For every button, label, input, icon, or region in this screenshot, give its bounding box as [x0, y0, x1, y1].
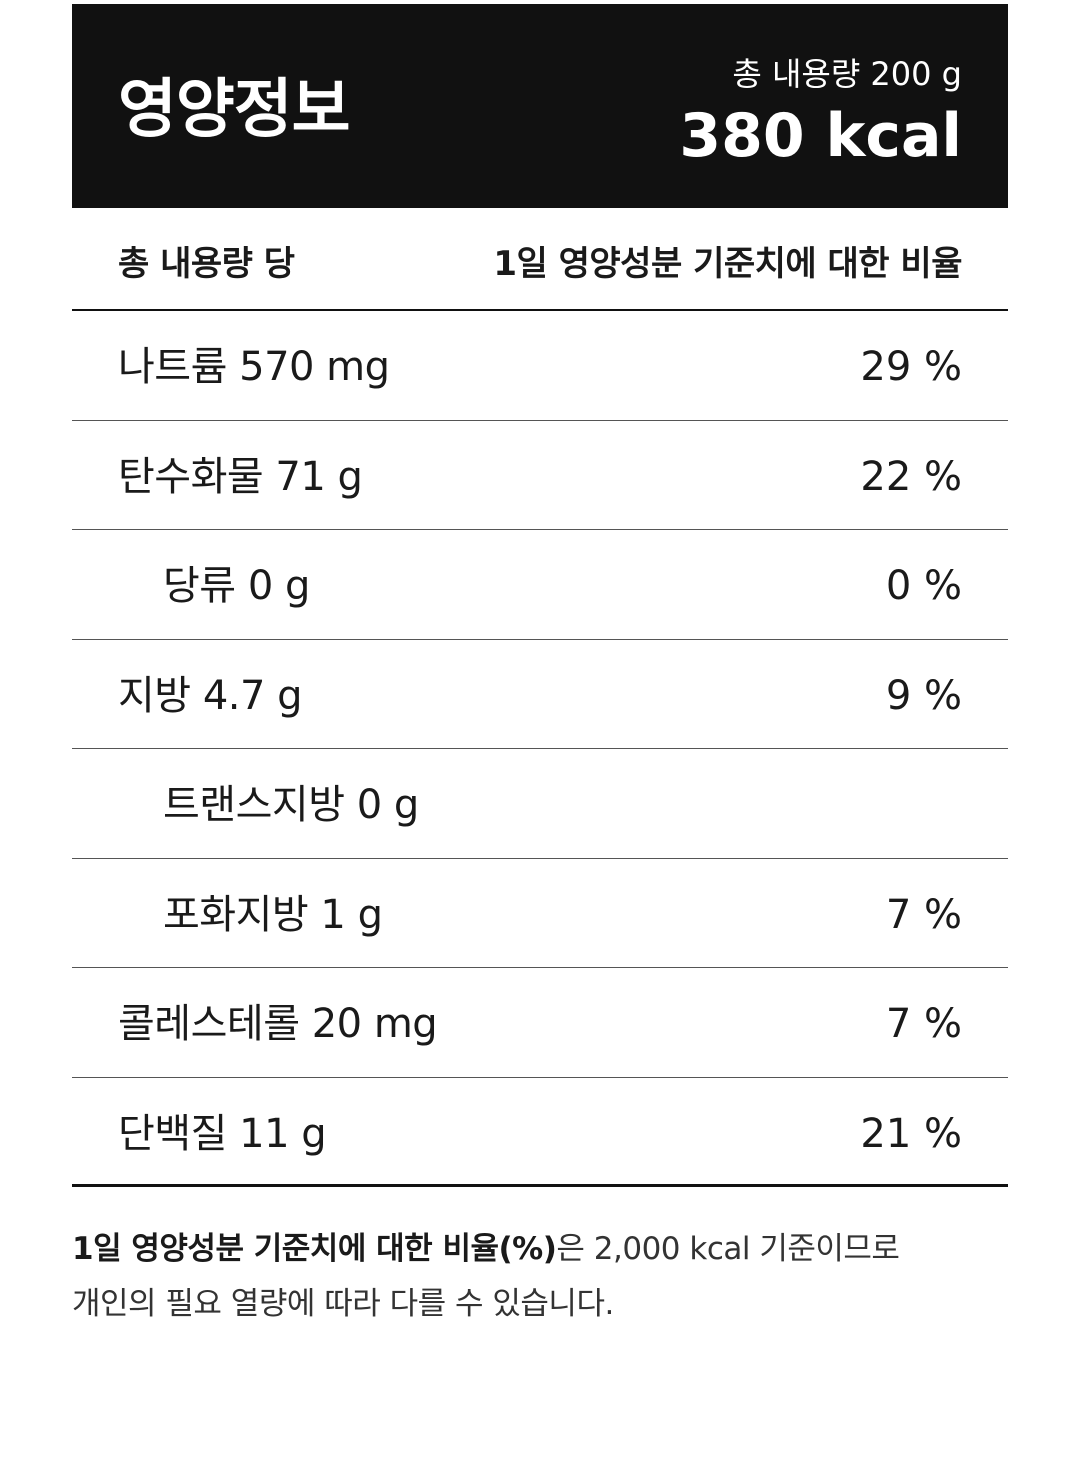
nutrient-name: 포화지방 1 g — [163, 891, 383, 938]
nutrient-percent: 29 % — [860, 344, 962, 390]
nutrient-name: 나트륨 570 mg — [118, 344, 390, 390]
nutrient-percent: 9 % — [885, 672, 962, 719]
nutrient-percent: 22 % — [860, 453, 962, 500]
nutrient-row-carbohydrate: 탄수화물 71 g 22 % — [72, 421, 1008, 530]
nutrition-facts-panel: 영양정보 총 내용량 200 g 380 kcal 총 내용량 당 1일 영양성… — [72, 4, 1008, 1187]
nutrient-percent: 7 % — [885, 1001, 962, 1047]
nutrient-name: 단백질 11 g — [118, 1110, 327, 1157]
nutrition-title: 영양정보 — [118, 73, 351, 147]
nutrient-name: 트랜스지방 0 g — [163, 782, 419, 828]
daily-value-label: 1일 영양성분 기준치에 대한 비율 — [493, 244, 962, 284]
nutrition-header: 영양정보 총 내용량 200 g 380 kcal — [72, 4, 1008, 208]
per-serving-label: 총 내용량 당 — [118, 244, 295, 284]
nutrient-row-sodium: 나트륨 570 mg 29 % — [72, 311, 1008, 421]
nutrient-row-trans-fat: 트랜스지방 0 g — [72, 749, 1008, 859]
nutrient-row-fat: 지방 4.7 g 9 % — [72, 640, 1008, 749]
nutrient-row-cholesterol: 콜레스테롤 20 mg 7 % — [72, 968, 1008, 1078]
footnote-line-1: 1일 영양성분 기준치에 대한 비율(%)은 2,000 kcal 기준이므로 — [72, 1222, 1008, 1277]
nutrient-percent: 7 % — [885, 891, 962, 938]
nutrient-row-sugars: 당류 0 g 0 % — [72, 530, 1008, 640]
header-summary: 총 내용량 200 g 380 kcal — [679, 52, 962, 174]
footnote-line-2: 개인의 필요 열량에 따라 다를 수 있습니다. — [72, 1286, 614, 1322]
nutrient-row-saturated-fat: 포화지방 1 g 7 % — [72, 859, 1008, 968]
nutrient-percent: 0 % — [885, 563, 962, 609]
nutrient-name: 지방 4.7 g — [118, 672, 303, 719]
footnote-text: 은 2,000 kcal 기준이므로 — [556, 1231, 900, 1267]
column-header: 총 내용량 당 1일 영양성분 기준치에 대한 비율 — [72, 208, 1008, 311]
nutrient-name: 콜레스테롤 20 mg — [118, 1001, 438, 1047]
nutrient-name: 당류 0 g — [163, 563, 310, 609]
footnote-bold-text: 1일 영양성분 기준치에 대한 비율(%) — [72, 1231, 557, 1267]
nutrient-name: 탄수화물 71 g — [118, 453, 363, 500]
daily-value-footnote: 1일 영양성분 기준치에 대한 비율(%)은 2,000 kcal 기준이므로 … — [72, 1222, 1008, 1332]
nutrient-row-protein: 단백질 11 g 21 % — [72, 1078, 1008, 1187]
nutrient-percent: 21 % — [860, 1110, 962, 1157]
total-volume: 총 내용량 200 g — [732, 55, 962, 93]
total-calories: 380 kcal — [679, 101, 962, 171]
